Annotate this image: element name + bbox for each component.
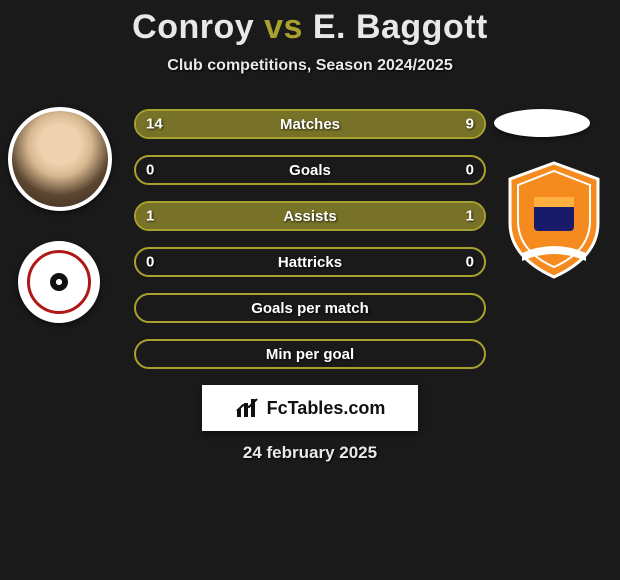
player1-name: Conroy <box>132 8 254 46</box>
stat-value-right: 0 <box>466 162 474 179</box>
stat-value-right: 1 <box>466 208 474 225</box>
stat-row: 14 9 Matches <box>134 109 486 139</box>
player1-club-crest <box>18 241 100 323</box>
chart-icon <box>235 397 261 419</box>
player1-avatar <box>8 107 112 211</box>
stat-value-right: 0 <box>466 254 474 271</box>
vs-separator: vs <box>264 8 303 46</box>
stat-row: Min per goal <box>134 339 486 369</box>
player2-avatar <box>494 109 590 137</box>
stat-label: Assists <box>283 208 336 225</box>
player2-name: E. Baggott <box>313 8 488 46</box>
branding-text: FcTables.com <box>267 398 386 419</box>
page-title: Conroy vs E. Baggott <box>0 8 620 47</box>
stat-label: Min per goal <box>266 346 354 363</box>
player2-club-crest <box>504 161 604 279</box>
stat-label: Hattricks <box>278 254 342 271</box>
stat-value-left: 0 <box>146 162 154 179</box>
stat-row: 0 0 Hattricks <box>134 247 486 277</box>
stat-row: 0 0 Goals <box>134 155 486 185</box>
stat-value-right: 9 <box>466 116 474 133</box>
comparison-card: Conroy vs E. Baggott Club competitions, … <box>0 0 620 463</box>
branding-badge[interactable]: FcTables.com <box>202 385 418 431</box>
stat-label: Goals <box>289 162 331 179</box>
football-icon <box>50 273 68 291</box>
subtitle: Club competitions, Season 2024/2025 <box>0 57 620 75</box>
club-crest-ring <box>27 250 91 314</box>
stat-row: 1 1 Assists <box>134 201 486 231</box>
main-area: 14 9 Matches 0 0 Goals 1 1 Assists 0 0 Hattricks Goa… <box>0 109 620 463</box>
stat-label: Goals per match <box>251 300 369 317</box>
stat-value-left: 1 <box>146 208 154 225</box>
stat-value-left: 0 <box>146 254 154 271</box>
date-text: 24 february 2025 <box>0 443 620 463</box>
stat-label: Matches <box>280 116 340 133</box>
stat-fill-right <box>348 111 484 137</box>
stats-list: 14 9 Matches 0 0 Goals 1 1 Assists 0 0 Hattricks Goa… <box>134 109 486 369</box>
stat-value-left: 14 <box>146 116 163 133</box>
stat-row: Goals per match <box>134 293 486 323</box>
